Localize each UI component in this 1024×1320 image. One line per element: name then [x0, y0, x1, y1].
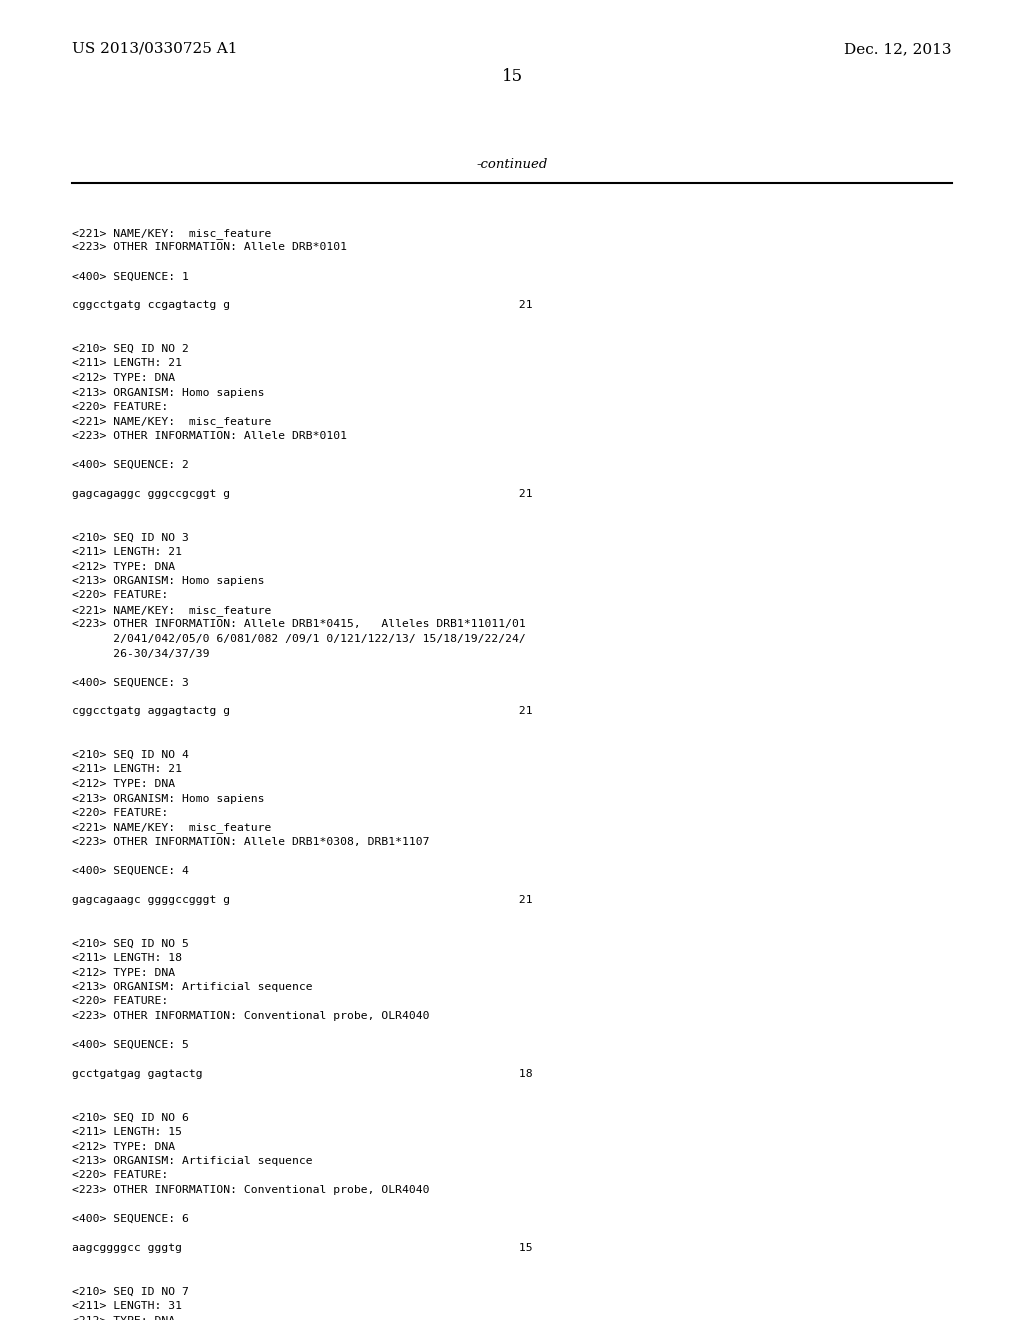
Text: <223> OTHER INFORMATION: Conventional probe, OLR4040: <223> OTHER INFORMATION: Conventional pr…: [72, 1011, 429, 1020]
Text: <400> SEQUENCE: 5: <400> SEQUENCE: 5: [72, 1040, 188, 1049]
Text: <223> OTHER INFORMATION: Allele DRB1*0415,   Alleles DRB1*11011/01: <223> OTHER INFORMATION: Allele DRB1*041…: [72, 619, 525, 630]
Text: <212> TYPE: DNA: <212> TYPE: DNA: [72, 968, 175, 978]
Text: <212> TYPE: DNA: <212> TYPE: DNA: [72, 1142, 175, 1151]
Text: <211> LENGTH: 21: <211> LENGTH: 21: [72, 764, 182, 775]
Text: <211> LENGTH: 21: <211> LENGTH: 21: [72, 359, 182, 368]
Text: <210> SEQ ID NO 5: <210> SEQ ID NO 5: [72, 939, 188, 949]
Text: 26-30/34/37/39: 26-30/34/37/39: [72, 648, 210, 659]
Text: <212> TYPE: DNA: <212> TYPE: DNA: [72, 561, 175, 572]
Text: <212> TYPE: DNA: <212> TYPE: DNA: [72, 779, 175, 789]
Text: <221> NAME/KEY:  misc_feature: <221> NAME/KEY: misc_feature: [72, 605, 271, 616]
Text: aagcggggcc gggtg                                                 15: aagcggggcc gggtg 15: [72, 1243, 532, 1253]
Text: <213> ORGANISM: Homo sapiens: <213> ORGANISM: Homo sapiens: [72, 388, 264, 397]
Text: <223> OTHER INFORMATION: Conventional probe, OLR4040: <223> OTHER INFORMATION: Conventional pr…: [72, 1185, 429, 1195]
Text: <220> FEATURE:: <220> FEATURE:: [72, 997, 168, 1006]
Text: <221> NAME/KEY:  misc_feature: <221> NAME/KEY: misc_feature: [72, 417, 271, 428]
Text: cggcctgatg ccgagtactg g                                          21: cggcctgatg ccgagtactg g 21: [72, 301, 532, 310]
Text: <211> LENGTH: 21: <211> LENGTH: 21: [72, 546, 182, 557]
Text: <220> FEATURE:: <220> FEATURE:: [72, 1171, 168, 1180]
Text: <213> ORGANISM: Artificial sequence: <213> ORGANISM: Artificial sequence: [72, 982, 312, 993]
Text: <212> TYPE: DNA: <212> TYPE: DNA: [72, 374, 175, 383]
Text: <220> FEATURE:: <220> FEATURE:: [72, 590, 168, 601]
Text: <221> NAME/KEY:  misc_feature: <221> NAME/KEY: misc_feature: [72, 228, 271, 239]
Text: <400> SEQUENCE: 1: <400> SEQUENCE: 1: [72, 272, 188, 281]
Text: <210> SEQ ID NO 3: <210> SEQ ID NO 3: [72, 532, 188, 543]
Text: 2/041/042/05/0 6/081/082 /09/1 0/121/122/13/ 15/18/19/22/24/: 2/041/042/05/0 6/081/082 /09/1 0/121/122…: [72, 634, 525, 644]
Text: <213> ORGANISM: Artificial sequence: <213> ORGANISM: Artificial sequence: [72, 1156, 312, 1166]
Text: <213> ORGANISM: Homo sapiens: <213> ORGANISM: Homo sapiens: [72, 793, 264, 804]
Text: <400> SEQUENCE: 3: <400> SEQUENCE: 3: [72, 677, 188, 688]
Text: <210> SEQ ID NO 6: <210> SEQ ID NO 6: [72, 1113, 188, 1122]
Text: <212> TYPE: DNA: <212> TYPE: DNA: [72, 1316, 175, 1320]
Text: <400> SEQUENCE: 4: <400> SEQUENCE: 4: [72, 866, 188, 876]
Text: <223> OTHER INFORMATION: Allele DRB1*0308, DRB1*1107: <223> OTHER INFORMATION: Allele DRB1*030…: [72, 837, 429, 847]
Text: gcctgatgag gagtactg                                              18: gcctgatgag gagtactg 18: [72, 1069, 532, 1078]
Text: Dec. 12, 2013: Dec. 12, 2013: [845, 42, 952, 55]
Text: gagcagaggc gggccgcggt g                                          21: gagcagaggc gggccgcggt g 21: [72, 488, 532, 499]
Text: gagcagaagc ggggccgggt g                                          21: gagcagaagc ggggccgggt g 21: [72, 895, 532, 906]
Text: <210> SEQ ID NO 4: <210> SEQ ID NO 4: [72, 750, 188, 760]
Text: <400> SEQUENCE: 6: <400> SEQUENCE: 6: [72, 1214, 188, 1224]
Text: <210> SEQ ID NO 7: <210> SEQ ID NO 7: [72, 1287, 188, 1296]
Text: <220> FEATURE:: <220> FEATURE:: [72, 808, 168, 818]
Text: <220> FEATURE:: <220> FEATURE:: [72, 403, 168, 412]
Text: <213> ORGANISM: Homo sapiens: <213> ORGANISM: Homo sapiens: [72, 576, 264, 586]
Text: -continued: -continued: [476, 158, 548, 172]
Text: <211> LENGTH: 15: <211> LENGTH: 15: [72, 1127, 182, 1137]
Text: US 2013/0330725 A1: US 2013/0330725 A1: [72, 42, 238, 55]
Text: <221> NAME/KEY:  misc_feature: <221> NAME/KEY: misc_feature: [72, 822, 271, 833]
Text: <223> OTHER INFORMATION: Allele DRB*0101: <223> OTHER INFORMATION: Allele DRB*0101: [72, 243, 347, 252]
Text: <210> SEQ ID NO 2: <210> SEQ ID NO 2: [72, 345, 188, 354]
Text: 15: 15: [502, 69, 522, 84]
Text: <211> LENGTH: 18: <211> LENGTH: 18: [72, 953, 182, 964]
Text: <400> SEQUENCE: 2: <400> SEQUENCE: 2: [72, 459, 188, 470]
Text: <223> OTHER INFORMATION: Allele DRB*0101: <223> OTHER INFORMATION: Allele DRB*0101: [72, 432, 347, 441]
Text: cggcctgatg aggagtactg g                                          21: cggcctgatg aggagtactg g 21: [72, 706, 532, 717]
Text: <211> LENGTH: 31: <211> LENGTH: 31: [72, 1302, 182, 1311]
